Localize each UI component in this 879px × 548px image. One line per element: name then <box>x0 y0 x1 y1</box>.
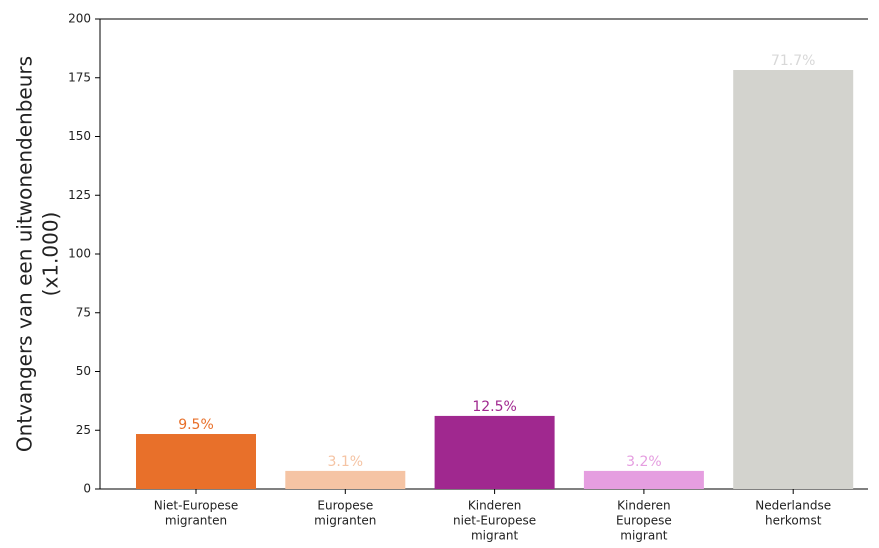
bar-annotation: 12.5% <box>472 399 516 415</box>
x-tick-label: migrant <box>471 529 519 543</box>
bar-annotation: 3.2% <box>626 454 662 470</box>
bar <box>285 470 406 489</box>
bar-annotation: 3.1% <box>328 454 364 470</box>
x-tick-label: Kinderen <box>617 499 670 513</box>
y-tick-label: 25 <box>76 423 91 437</box>
y-tick-label: 0 <box>83 482 91 496</box>
y-tick-label: 50 <box>76 364 91 378</box>
x-tick-label: Kinderen <box>468 499 521 513</box>
y-axis-label: Ontvangers van een uitwonendenbeurs <box>13 56 37 452</box>
bar-annotation: 9.5% <box>178 417 214 433</box>
bar <box>136 434 256 489</box>
x-tick-label: Europese <box>317 499 373 513</box>
bar <box>583 470 704 489</box>
x-tick-label: migranten <box>165 514 227 528</box>
x-tick-label: migranten <box>314 514 376 528</box>
y-tick-label: 200 <box>68 12 91 26</box>
bar-annotation: 71.7% <box>771 53 815 69</box>
y-tick-label: 150 <box>68 129 91 143</box>
y-tick-label: 175 <box>68 70 91 84</box>
y-tick-label: 125 <box>68 188 91 202</box>
x-tick-label: niet-Europese <box>453 514 536 528</box>
y-tick-label: 100 <box>68 247 91 261</box>
x-tick-label: Nederlandse <box>755 499 831 513</box>
x-tick-label: Europese <box>616 514 672 528</box>
y-tick-label: 75 <box>76 305 91 319</box>
x-tick-label: Niet-Europese <box>154 499 239 513</box>
bar <box>434 415 555 489</box>
y-axis-label: (x1.000) <box>39 212 63 297</box>
x-tick-label: migrant <box>620 529 668 543</box>
bar <box>733 69 854 490</box>
x-tick-label: herkomst <box>765 514 822 528</box>
